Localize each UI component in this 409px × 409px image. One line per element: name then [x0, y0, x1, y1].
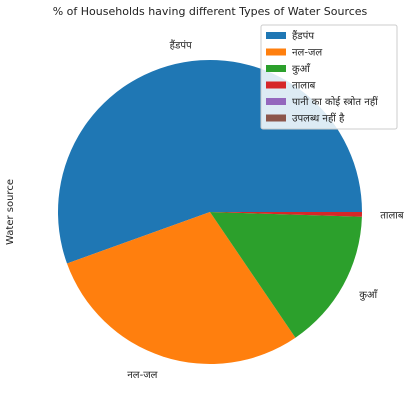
pie-slice-2 [210, 212, 362, 338]
chart-title: % of Households having different Types o… [53, 5, 368, 18]
legend: हैंडपंप नल-जल कुआँ तालाब पानी का कोई स्त्रोत… [260, 24, 398, 130]
legend-items: हैंडपंप नल-जल कुआँ तालाब पानी का कोई स्त्रोत… [266, 30, 378, 125]
legend-label-2: कुआँ [292, 63, 311, 75]
legend-swatch-0 [266, 32, 286, 39]
legend-label-5: उपलब्ध नहीं है [292, 113, 345, 125]
pie-label-2: कुआँ [359, 289, 378, 301]
legend-label-3: तालाब [292, 81, 316, 92]
y-axis-label: Water source [5, 179, 16, 245]
legend-swatch-2 [266, 65, 286, 72]
legend-swatch-5 [266, 114, 286, 122]
legend-label-4: पानी का कोई स्त्रोत नहीं [292, 96, 378, 108]
pie-label-1: नल-जल [127, 370, 157, 381]
legend-swatch-3 [266, 81, 286, 89]
legend-swatch-1 [266, 48, 286, 56]
pie-slice-labels: हैंडपंप नल-जल कुआँ तालाब [127, 39, 404, 381]
pie-label-0: हैंडपंप [170, 39, 192, 51]
legend-label-1: नल-जल [292, 48, 322, 59]
pie-label-3: तालाब [380, 211, 404, 222]
legend-swatch-4 [266, 98, 286, 105]
legend-label-0: हैंडपंप [292, 30, 314, 42]
pie-slice-3 [210, 212, 362, 217]
pie-slice-1 [66, 212, 296, 365]
legend-frame [260, 24, 398, 130]
